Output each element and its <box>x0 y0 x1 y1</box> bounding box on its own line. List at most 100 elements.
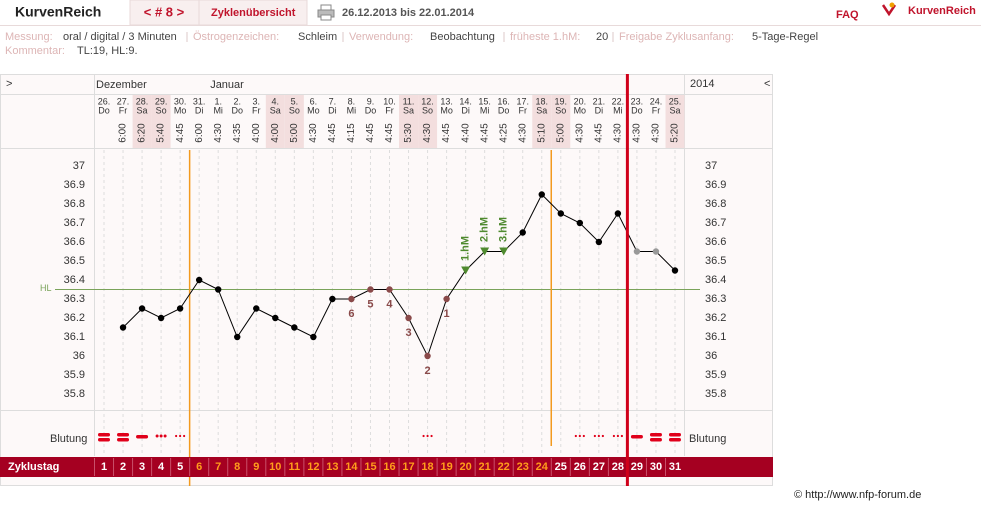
hm-label: 3.hM <box>498 217 510 242</box>
cycle-day-number: 13 <box>326 461 338 473</box>
time-label: 4:45 <box>175 123 186 143</box>
weekday-label: Do <box>631 105 643 115</box>
weekend-shade <box>665 95 685 148</box>
bleeding-mark <box>98 433 110 442</box>
weekday-label: Mi <box>480 105 490 115</box>
marker <box>424 352 431 360</box>
marker <box>291 324 298 331</box>
faq-link[interactable]: FAQ <box>836 9 859 21</box>
bleeding-dot <box>422 434 425 438</box>
date-range: 26.12.2013 bis 22.01.2014 <box>342 7 475 19</box>
marker <box>234 333 241 341</box>
y-tick-label-right: 36.7 <box>705 217 726 229</box>
footer: © http://www.nfp-forum.de <box>794 489 921 501</box>
marker <box>652 248 660 255</box>
marker <box>157 314 165 322</box>
time-label: 4:45 <box>441 123 452 143</box>
bleeding-mark <box>155 434 167 438</box>
weekday-label: Fr <box>119 105 128 115</box>
date-label: 4. <box>272 96 280 106</box>
overview-tab[interactable]: Zyklenübersicht <box>211 7 296 19</box>
time-label: 4:15 <box>346 123 357 143</box>
weekend-shade <box>551 95 571 148</box>
weekday-label: Fr <box>252 105 261 115</box>
bleeding-bar <box>117 433 130 437</box>
bleeding-bar <box>668 438 681 442</box>
weekday-label: Di <box>328 105 337 115</box>
cycle-day-number: 24 <box>536 461 549 473</box>
y-tick-label: 37 <box>73 160 85 172</box>
time-label: 4:30 <box>651 123 662 143</box>
cycle-day-number: 10 <box>269 461 281 473</box>
print-icon[interactable] <box>317 4 335 21</box>
time-label: 4:45 <box>327 123 338 143</box>
marker <box>367 286 374 293</box>
weekday-label: Mo <box>307 105 320 115</box>
marker <box>310 333 317 341</box>
bleeding-bar <box>136 435 149 439</box>
comment-value: TL:19, HL:9. <box>77 45 138 57</box>
bleeding-dot <box>430 434 433 438</box>
weekday-label: So <box>289 105 300 115</box>
logo-text[interactable]: KurvenReich <box>908 5 976 17</box>
logo-icon <box>881 2 897 17</box>
marker <box>405 314 412 322</box>
cycle-day-number: 21 <box>479 461 491 473</box>
y-tick-label-right: 36.4 <box>705 274 726 286</box>
cycle-day-label: Zyklustag <box>8 461 59 473</box>
time-label: 4:30 <box>213 123 224 143</box>
time-label: 5:00 <box>289 123 300 143</box>
month-label: Januar <box>210 79 244 91</box>
time-label: 4:35 <box>232 123 243 143</box>
cycle-day-number: 18 <box>421 461 433 473</box>
bleeding-dot <box>183 434 186 438</box>
tab-bg <box>129 0 200 26</box>
time-label: 6:00 <box>118 123 129 143</box>
cycle-day-number: 16 <box>383 461 395 473</box>
bleeding-mark <box>593 434 604 438</box>
date-label: 15. <box>478 96 491 106</box>
info-label: Messung: <box>5 31 53 43</box>
weekend-shade <box>418 95 438 148</box>
weekday-label: So <box>156 105 167 115</box>
info-label: Östrogenzeichen: <box>193 31 279 43</box>
brand[interactable]: KurvenReich <box>15 4 101 20</box>
cycle-day-number: 4 <box>158 461 165 473</box>
cycle-day-number: 5 <box>177 461 183 473</box>
cycle-nav[interactable]: < # 8 > <box>144 4 185 19</box>
weekday-label: So <box>422 105 433 115</box>
date-label: 16. <box>497 96 510 106</box>
bleeding-label-right: Blutung <box>689 433 726 445</box>
y-tick-label: 36 <box>73 350 85 362</box>
bleeding-dot <box>612 434 615 438</box>
cycle-day-number: 1 <box>101 461 107 473</box>
y-tick-label: 36.8 <box>64 198 85 210</box>
marker <box>671 267 679 274</box>
time-label: 4:45 <box>479 123 490 143</box>
cycle-day-number: 26 <box>574 461 586 473</box>
bleeding-mark <box>612 434 623 438</box>
cycle-day-number: 20 <box>460 461 472 473</box>
y-tick-label: 36.6 <box>64 236 85 248</box>
date-label: 3. <box>253 96 261 106</box>
weekday-label: Mi <box>213 105 223 115</box>
info-value: Beobachtung <box>430 31 495 43</box>
weekday-label: Sa <box>403 105 414 115</box>
weekend-shade <box>399 95 419 148</box>
bleeding-bar <box>649 438 662 442</box>
nav-right: < <box>764 78 770 90</box>
weekday-label: So <box>555 105 566 115</box>
y-tick-label: 35.8 <box>64 388 85 400</box>
info-label: Freigabe Zyklusanfang: <box>619 31 734 43</box>
weekday-label: Do <box>365 105 377 115</box>
cycle-day-number: 28 <box>612 461 624 473</box>
y-tick-label: 35.9 <box>64 369 85 381</box>
marker <box>138 305 146 312</box>
weekend-shade <box>265 95 285 148</box>
y-tick-label-right: 35.9 <box>705 369 726 381</box>
cycle-day-number: 8 <box>234 461 240 473</box>
y-tick-label-right: 36.6 <box>705 236 726 248</box>
time-label: 4:45 <box>384 123 395 143</box>
info-value: Schleim <box>298 31 337 43</box>
date-label: 28. <box>136 96 149 106</box>
